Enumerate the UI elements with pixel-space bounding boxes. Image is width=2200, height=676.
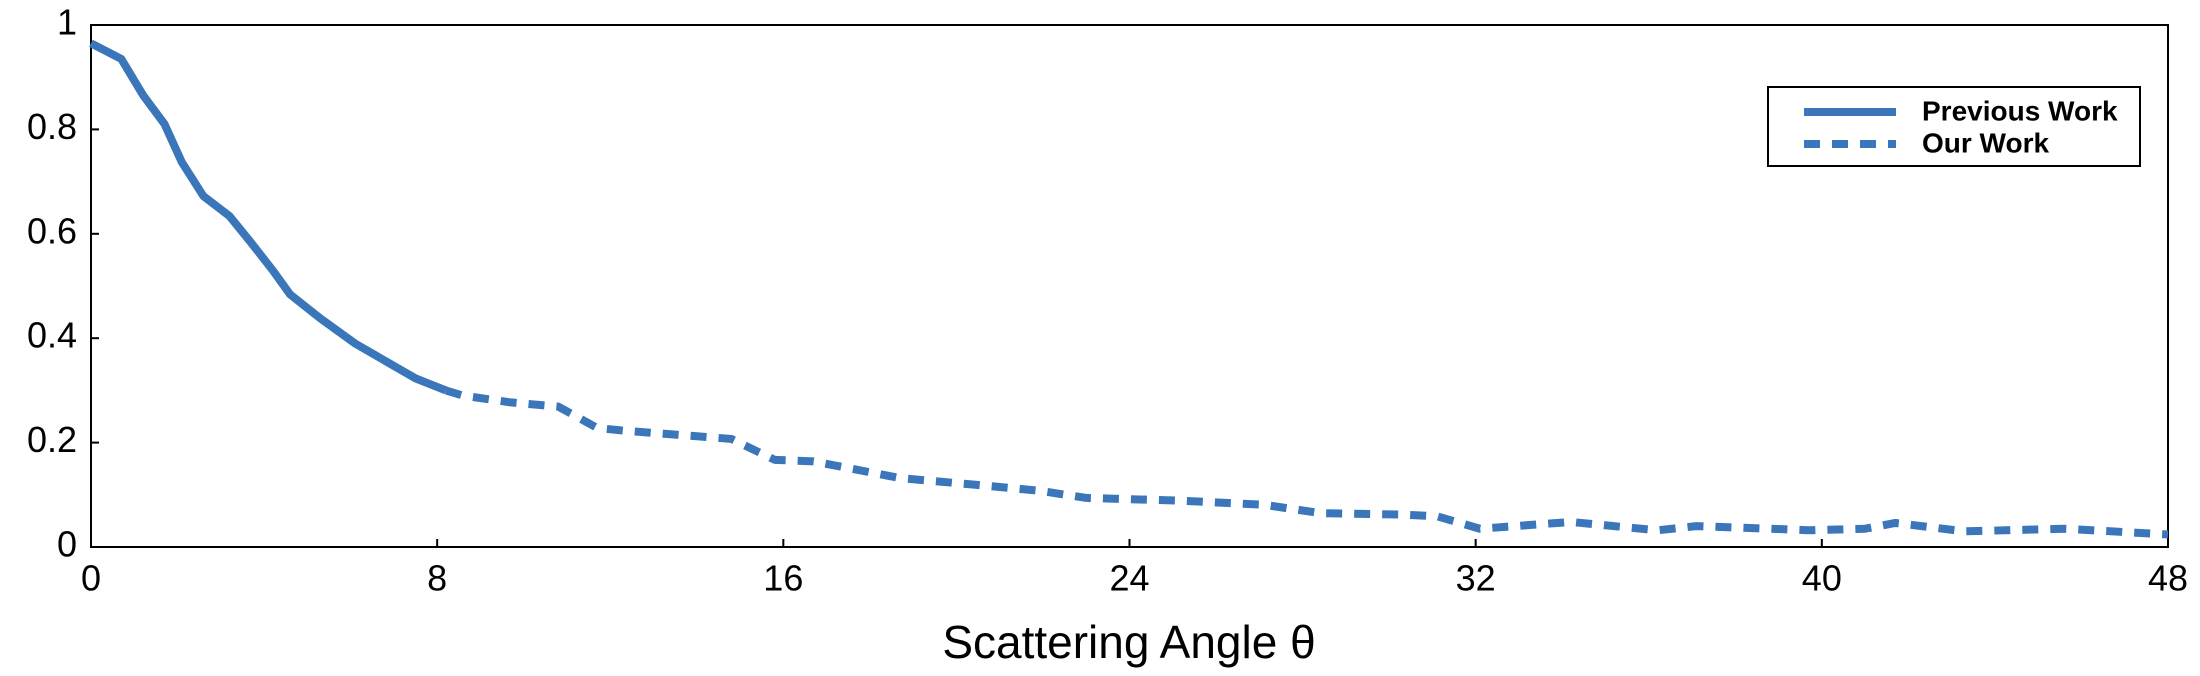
x-tick-label: 48 (2148, 558, 2188, 599)
y-tick-label: 0.2 (27, 419, 77, 460)
legend-label: Previous Work (1922, 95, 2118, 126)
line-series (89, 39, 448, 395)
y-tick-label: 0 (57, 524, 77, 565)
x-tick-label: 24 (1109, 558, 1149, 599)
x-tick-label: 0 (81, 558, 101, 599)
x-tick-label: 16 (763, 558, 803, 599)
y-tick-label: 0.4 (27, 315, 77, 356)
x-tick-label: 8 (427, 558, 447, 599)
line-series (444, 386, 2169, 539)
y-tick-label: 0.6 (27, 210, 77, 251)
legend-label: Our Work (1922, 127, 2049, 158)
x-tick-label: 40 (1802, 558, 1842, 599)
x-tick-label: 32 (1456, 558, 1496, 599)
x-axis-label: Scattering Angle θ (942, 616, 1315, 668)
y-tick-label: 0.8 (27, 106, 77, 147)
legend-box (1767, 86, 2141, 167)
y-tick-label: 1 (57, 2, 77, 43)
